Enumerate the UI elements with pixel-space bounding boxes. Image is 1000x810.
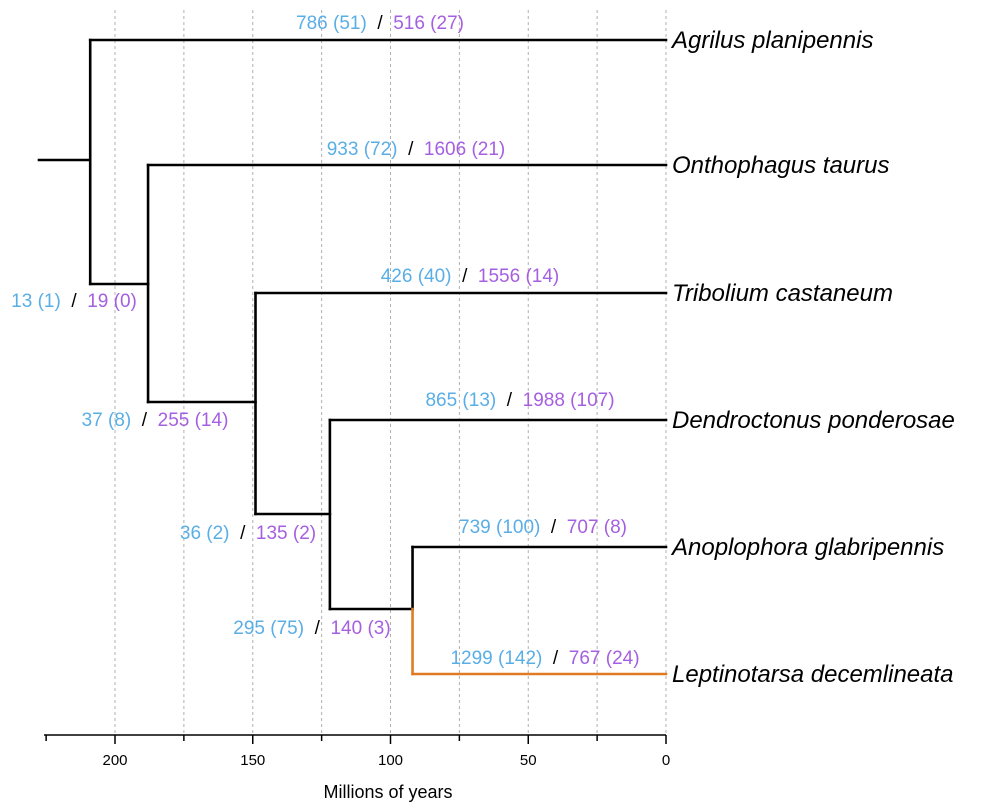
gain-count: 37 (8)	[82, 410, 132, 431]
separator: /	[137, 410, 153, 431]
count-label-node-n3: 295 (75) / 140 (3)	[233, 618, 390, 639]
gridlines	[114, 10, 667, 735]
tick-label-200: 200	[102, 752, 127, 769]
loss-count: 140 (3)	[330, 618, 390, 639]
loss-count: 707 (8)	[567, 517, 627, 538]
gain-count: 36 (2)	[180, 523, 230, 544]
tick-label-50: 50	[520, 752, 537, 769]
gain-count: 786 (51)	[296, 13, 367, 34]
loss-count: 767 (24)	[569, 648, 640, 669]
loss-count: 1606 (21)	[424, 139, 505, 160]
count-label-onthophagus: 933 (72) / 1606 (21)	[327, 139, 506, 160]
branches	[37, 38, 668, 676]
separator: /	[502, 390, 518, 411]
species-label-anoplophora: Anoplophora glabripennis	[670, 534, 944, 561]
gain-count: 739 (100)	[459, 517, 540, 538]
gain-count: 933 (72)	[327, 139, 398, 160]
axis-label: Millions of years	[323, 782, 452, 802]
gain-count: 295 (75)	[233, 618, 304, 639]
count-label-agrilus: 786 (51) / 516 (27)	[296, 13, 464, 34]
tick-label-150: 150	[240, 752, 265, 769]
separator: /	[235, 523, 251, 544]
species-label-agrilus: Agrilus planipennis	[670, 27, 873, 54]
loss-count: 1988 (107)	[523, 390, 615, 411]
species-label-onthophagus: Onthophagus taurus	[672, 152, 890, 179]
count-label-node-root: 13 (1) / 19 (0)	[11, 291, 137, 312]
time-axis: 200 150 100 50 0 Millions of years	[44, 734, 670, 802]
gain-count: 1299 (142)	[450, 648, 542, 669]
species-labels: Agrilus planipennis Onthophagus taurus T…	[670, 27, 955, 688]
count-label-node-n2: 36 (2) / 135 (2)	[180, 523, 316, 544]
separator: /	[309, 618, 325, 639]
separator: /	[66, 291, 82, 312]
gain-count: 13 (1)	[11, 291, 61, 312]
tick-label-100: 100	[378, 752, 403, 769]
separator: /	[457, 266, 473, 287]
tick-label-0: 0	[662, 752, 670, 769]
separator: /	[403, 139, 419, 160]
separator: /	[548, 648, 564, 669]
count-label-dendroctonus: 865 (13) / 1988 (107)	[425, 390, 614, 411]
count-label-leptinotarsa: 1299 (142) / 767 (24)	[450, 648, 639, 669]
loss-count: 19 (0)	[87, 291, 137, 312]
loss-count: 1556 (14)	[478, 266, 559, 287]
species-label-leptinotarsa: Leptinotarsa decemlineata	[672, 661, 954, 688]
separator: /	[372, 13, 388, 34]
loss-count: 255 (14)	[158, 410, 229, 431]
species-label-tribolium: Tribolium castaneum	[672, 280, 893, 307]
count-label-node-n1: 37 (8) / 255 (14)	[82, 410, 229, 431]
loss-count: 516 (27)	[393, 13, 464, 34]
species-label-dendroctonus: Dendroctonus ponderosae	[672, 407, 955, 434]
gain-count: 426 (40)	[381, 266, 452, 287]
branch-count-labels: 786 (51) / 516 (27) 933 (72) / 1606 (21)…	[11, 13, 639, 669]
separator: /	[546, 517, 562, 538]
gain-count: 865 (13)	[425, 390, 496, 411]
loss-count: 135 (2)	[256, 523, 316, 544]
count-label-anoplophora: 739 (100) / 707 (8)	[459, 517, 627, 538]
count-label-tribolium: 426 (40) / 1556 (14)	[381, 266, 560, 287]
